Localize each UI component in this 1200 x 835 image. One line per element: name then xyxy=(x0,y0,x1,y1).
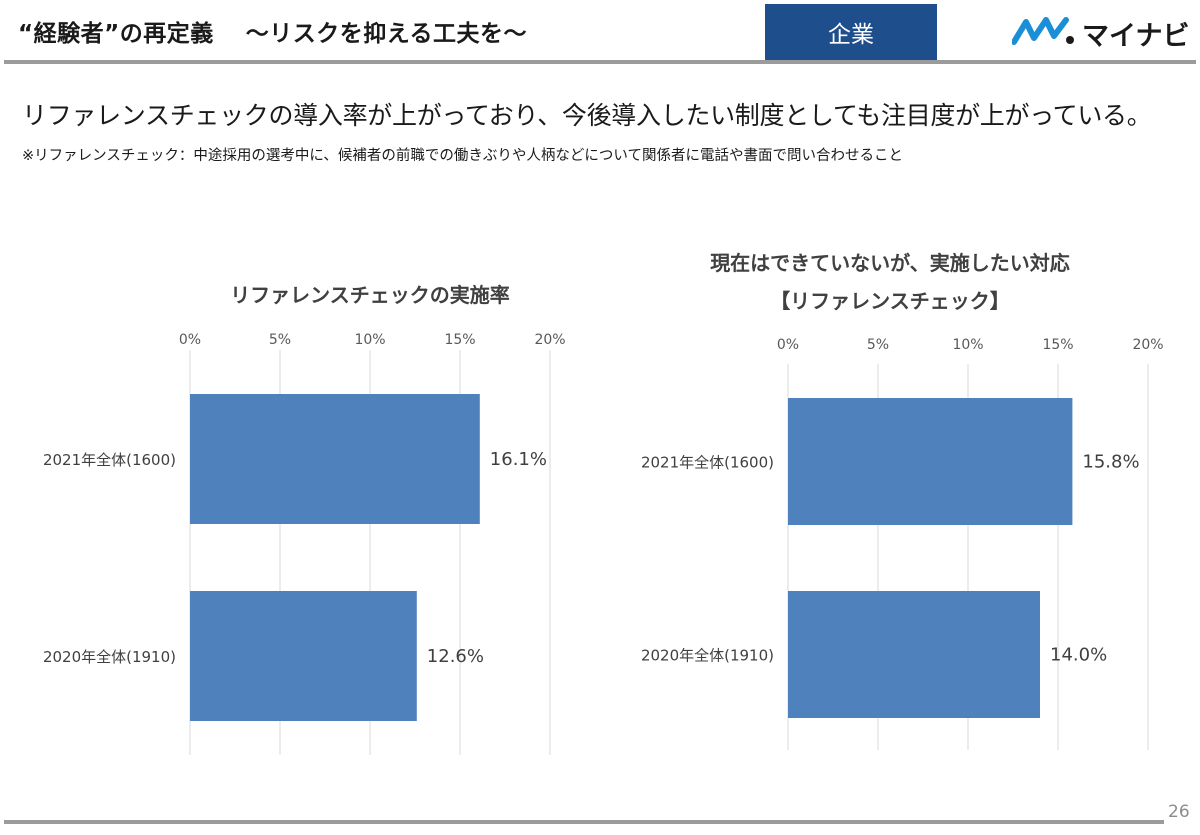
value-label: 12.6% xyxy=(427,646,484,667)
x-tick-label: 15% xyxy=(1042,337,1073,353)
x-tick-label: 15% xyxy=(444,332,475,348)
page-title: “経験者”の再定義 ～リスクを抑える工夫を～ xyxy=(18,21,528,47)
segment-badge: 企業 xyxy=(765,4,937,60)
category-label: 2020年全体(1910) xyxy=(43,648,176,666)
x-tick-label: 5% xyxy=(269,332,291,348)
x-tick-label: 0% xyxy=(777,337,799,353)
x-tick-label: 0% xyxy=(179,332,201,348)
brand-logo: マイナビ xyxy=(1012,12,1192,52)
bar xyxy=(190,591,417,721)
chart-1-title: リファレンスチェックの実施率 xyxy=(90,276,650,314)
bar xyxy=(190,394,480,524)
x-tick-label: 5% xyxy=(867,337,889,353)
header-divider xyxy=(4,60,1196,64)
chart-2-title-line-1: 現在はできていないが、実施したい対応 xyxy=(710,251,1070,275)
x-tick-label: 10% xyxy=(354,332,385,348)
page-number: 26 xyxy=(1168,802,1190,822)
x-tick-label: 10% xyxy=(952,337,983,353)
brand-logo-text: マイナビ xyxy=(1082,21,1190,52)
value-label: 15.8% xyxy=(1082,452,1139,473)
chart-2-title: 現在はできていないが、実施したい対応 【リファレンスチェック】 xyxy=(640,244,1140,320)
category-label: 2021年全体(1600) xyxy=(641,454,774,472)
category-label: 2020年全体(1910) xyxy=(641,647,774,665)
chart-1: 0% 5% 10% 15% 20% 2021年全体(1600) 16.1% 2020年全体(1… xyxy=(43,332,566,755)
mynavi-mark-icon xyxy=(1012,17,1074,45)
bar xyxy=(788,591,1040,718)
chart-1-title-line: リファレンスチェックの実施率 xyxy=(230,283,510,307)
x-tick-label: 20% xyxy=(1132,337,1163,353)
category-label: 2021年全体(1600) xyxy=(43,451,176,469)
value-label: 14.0% xyxy=(1050,645,1107,666)
value-label: 16.1% xyxy=(490,449,547,470)
footer-divider xyxy=(4,820,1164,824)
x-tick-label: 20% xyxy=(534,332,565,348)
footnote: ※リファレンスチェック：中途採用の選考中に、候補者の前職での働きぶりや人柄などに… xyxy=(22,148,903,164)
bar xyxy=(788,398,1073,525)
headline: リファレンスチェックの導入率が上がっており、今後導入したい制度としても注目度が上… xyxy=(22,101,1152,130)
chart-2-title-line-2: 【リファレンスチェック】 xyxy=(770,289,1010,313)
chart-2: 0% 5% 10% 15% 20% 2021年全体(1600) 15.8% 2020年全体(1… xyxy=(641,337,1164,750)
